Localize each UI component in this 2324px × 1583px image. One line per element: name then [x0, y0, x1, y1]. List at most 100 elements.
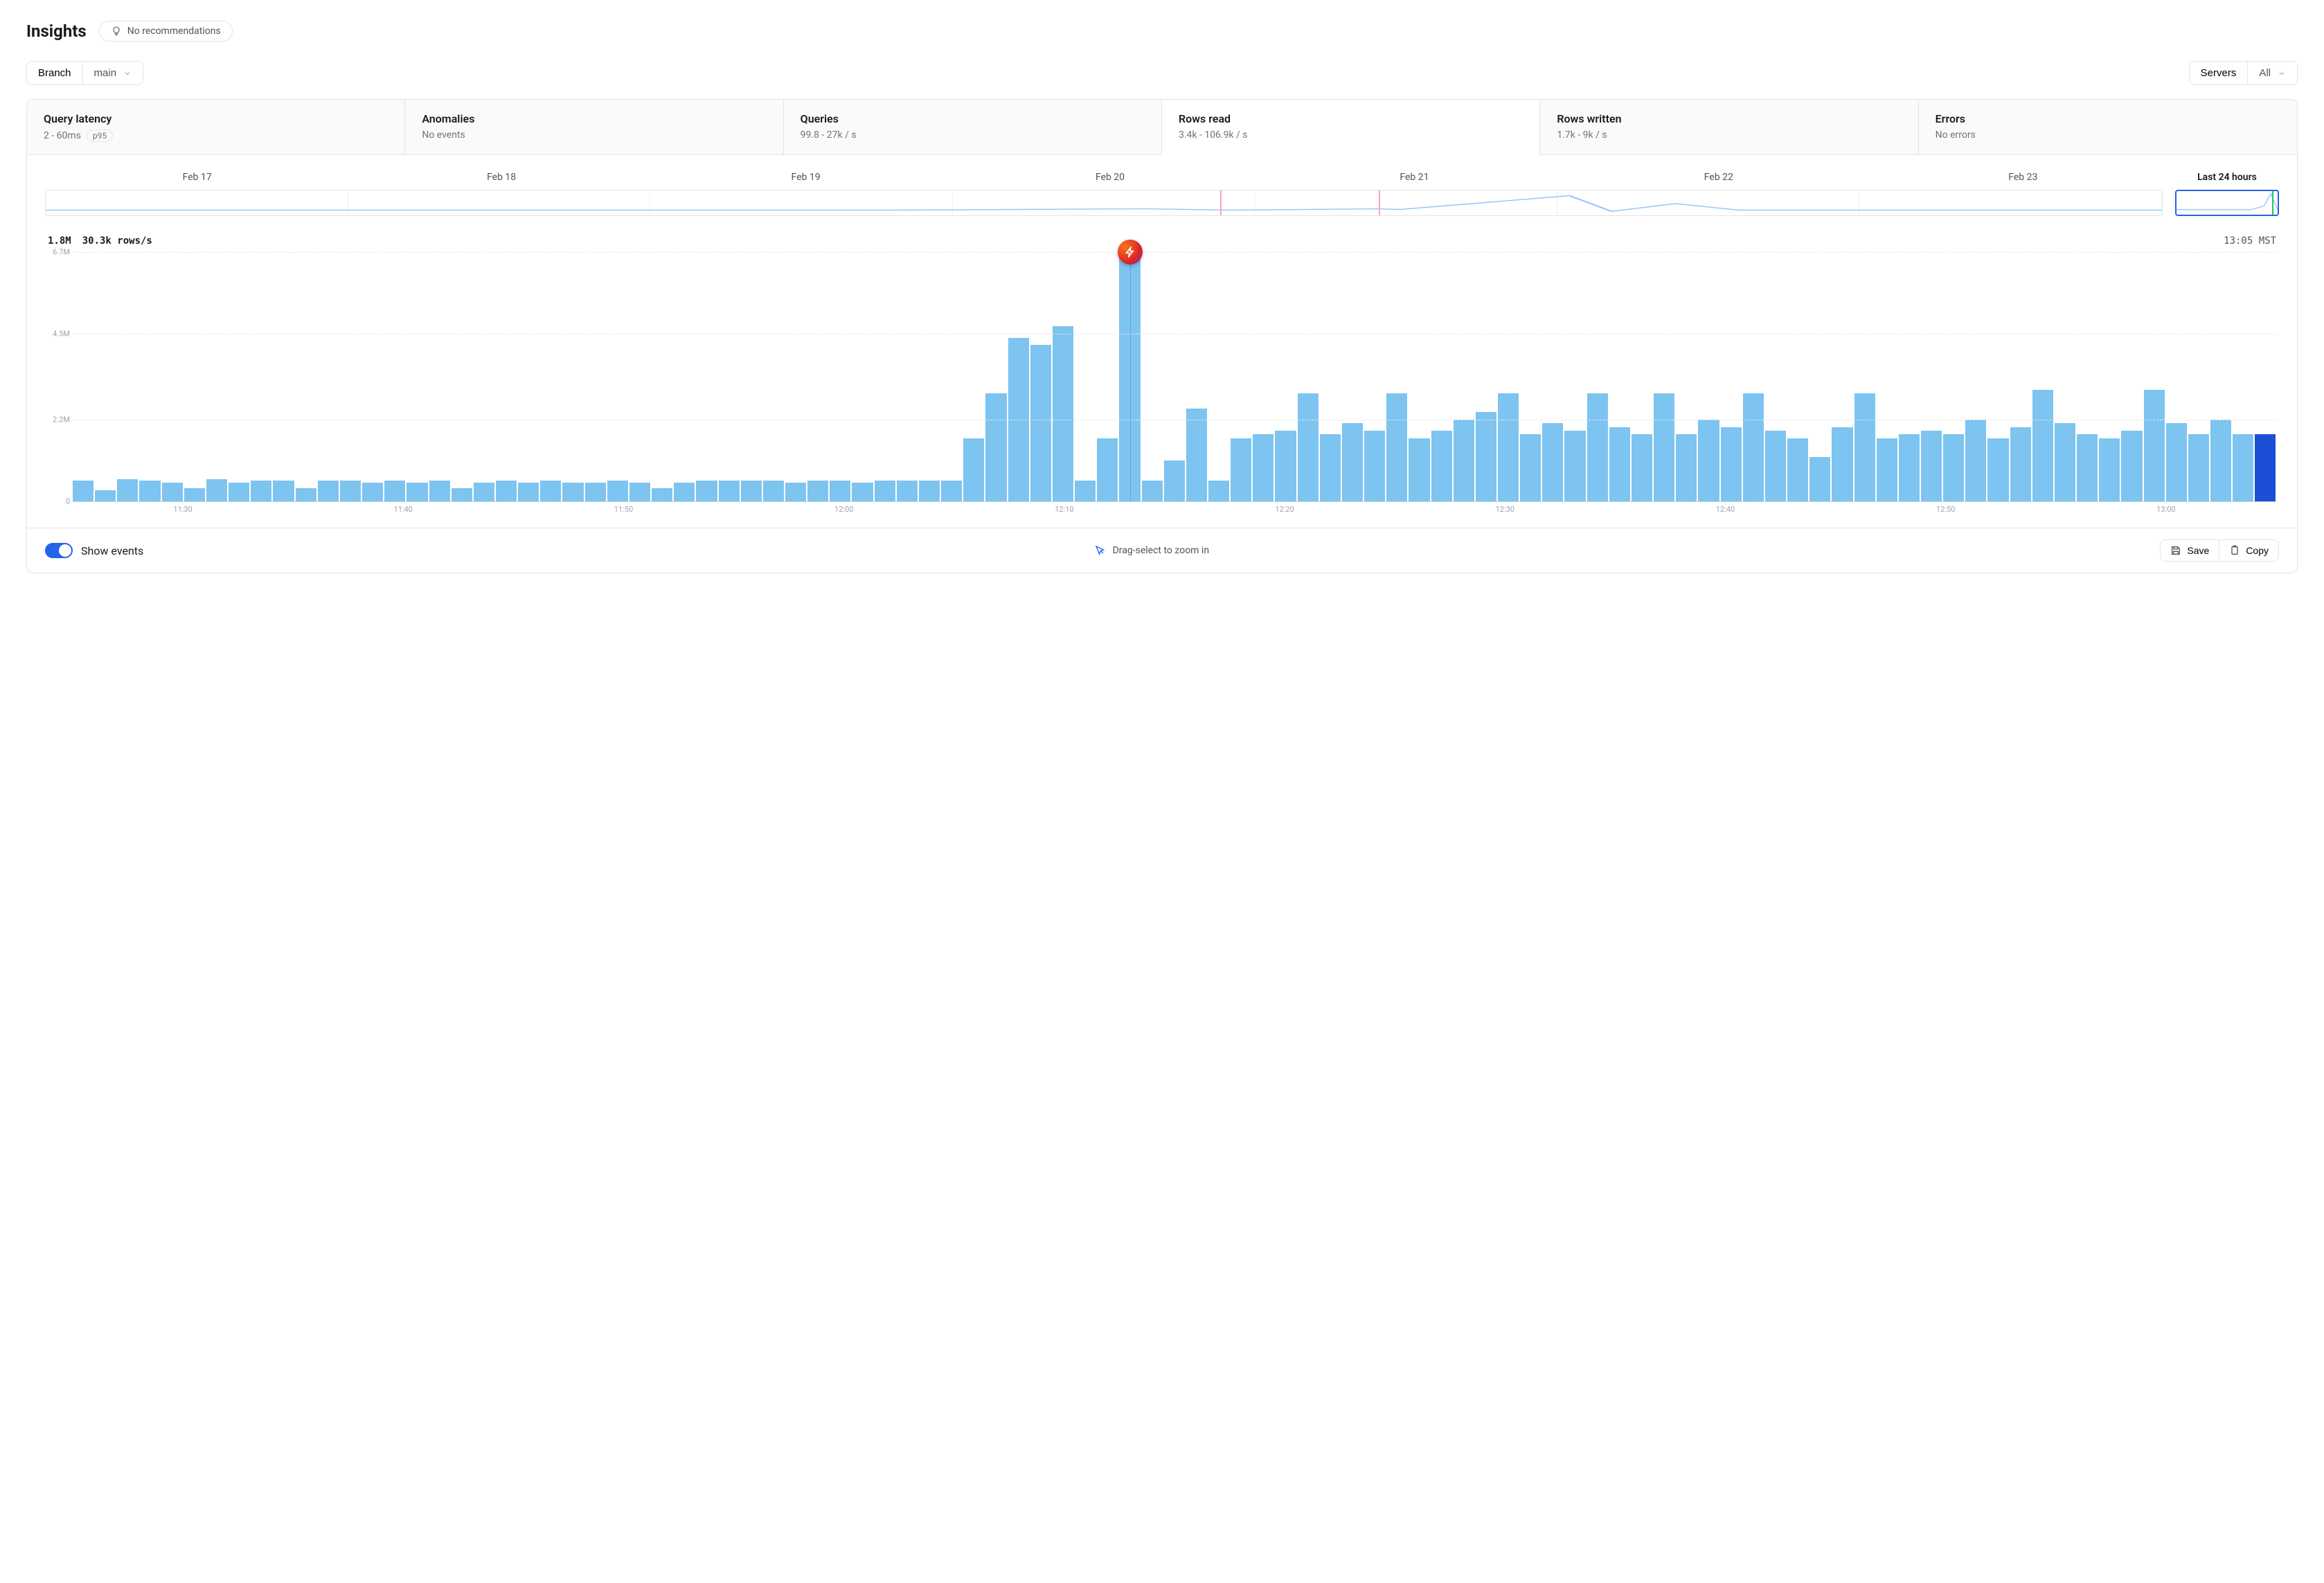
bar [2255, 434, 2276, 501]
bar [1075, 481, 1096, 501]
chevron-down-icon [2278, 69, 2286, 78]
bar [1231, 438, 1251, 501]
date-label[interactable]: Feb 21 [1262, 168, 1566, 187]
servers-label-button[interactable]: Servers [2190, 62, 2248, 84]
date-label[interactable]: Feb 20 [958, 168, 1262, 187]
bar [1275, 431, 1296, 501]
bar [674, 483, 695, 501]
metric-tab-rows-written[interactable]: Rows written1.7k - 9k / s [1540, 100, 1918, 154]
plot-area [73, 252, 2276, 501]
bar [1409, 438, 1429, 501]
overview-selected-range[interactable] [2175, 190, 2279, 216]
bar [1142, 481, 1163, 501]
bar [1520, 434, 1541, 501]
bar [1498, 393, 1519, 501]
y-tick-label: 0 [66, 497, 70, 506]
x-tick-label: 12:50 [1936, 505, 1955, 514]
bar [785, 483, 806, 501]
y-axis: 6.7M4.5M2.2M0 [45, 252, 70, 501]
y-tick-label: 4.5M [53, 330, 70, 339]
date-label[interactable]: Feb 23 [1871, 168, 2175, 187]
metric-title: Query latency [44, 112, 388, 125]
anomaly-marker[interactable] [1118, 240, 1143, 265]
lightning-icon [1125, 247, 1136, 258]
bar [139, 481, 160, 501]
clipboard-icon [2229, 545, 2240, 556]
date-label[interactable]: Feb 17 [45, 168, 349, 187]
bar [1787, 438, 1808, 501]
date-label-active[interactable]: Last 24 hours [2175, 168, 2279, 187]
x-tick-label: 11:40 [394, 505, 413, 514]
bar [1298, 393, 1319, 501]
recommendations-pill[interactable]: No recommendations [99, 21, 233, 42]
servers-value: All [2259, 67, 2271, 79]
copy-button[interactable]: Copy [2219, 539, 2279, 562]
chart-stat-secondary: 30.3k rows/s [82, 235, 152, 247]
branch-value-dropdown[interactable]: main [82, 62, 143, 84]
bar [1609, 427, 1630, 501]
x-tick-label: 12:30 [1496, 505, 1514, 514]
metric-tab-queries[interactable]: Queries99.8 - 27k / s [784, 100, 1162, 154]
y-tick-label: 6.7M [53, 248, 70, 257]
metric-tab-errors[interactable]: ErrorsNo errors [1919, 100, 2297, 154]
metric-tabs: Query latency 2 - 60msp95 AnomaliesNo even… [27, 100, 2297, 155]
metric-tab-rows-read[interactable]: Rows read3.4k - 106.9k / s [1162, 100, 1540, 155]
chart-header: 1.8M 30.3k rows/s 13:05 MST [45, 235, 2279, 252]
insights-panel: Query latency 2 - 60msp95 AnomaliesNo even… [26, 99, 2298, 573]
show-events-toggle[interactable] [45, 543, 73, 558]
date-label[interactable]: Feb 19 [654, 168, 958, 187]
bar [763, 481, 784, 501]
metric-subtitle: 2 - 60msp95 [44, 129, 388, 142]
bar [1877, 438, 1897, 501]
bar [1476, 412, 1496, 501]
date-label[interactable]: Feb 18 [349, 168, 653, 187]
metric-tab-anomalies[interactable]: AnomaliesNo events [405, 100, 783, 154]
bar [2188, 434, 2209, 501]
bar [1386, 393, 1407, 501]
date-label[interactable]: Feb 22 [1566, 168, 1870, 187]
bar [941, 481, 962, 501]
bar [2099, 438, 2120, 501]
page-title: Insights [26, 21, 87, 41]
bar [2121, 431, 2142, 501]
main-chart[interactable]: 6.7M4.5M2.2M0 11:3011:4011:5012:0012:101… [73, 252, 2276, 515]
bar [897, 481, 918, 501]
bar [2077, 434, 2098, 501]
bar [1809, 457, 1830, 501]
bar [1832, 427, 1852, 501]
bar [1542, 423, 1563, 501]
x-axis: 11:3011:4011:5012:0012:1012:2012:3012:40… [73, 501, 2276, 515]
bar [1097, 438, 1118, 501]
bar [273, 481, 294, 501]
bar [1564, 431, 1585, 501]
bar [1164, 460, 1185, 501]
chart-stat-primary: 1.8M [48, 235, 71, 247]
bar [1053, 326, 1073, 501]
bar [1632, 434, 1652, 501]
zoom-hint: Drag-select to zoom in [1113, 545, 1209, 556]
bar [585, 483, 606, 501]
bar [852, 483, 873, 501]
chart-timestamp: 13:05 MST [2224, 235, 2276, 247]
bar [741, 481, 762, 501]
bar [406, 483, 427, 501]
branch-label-button[interactable]: Branch [27, 62, 82, 84]
current-time-marker [2272, 191, 2273, 215]
anomaly-marker-mini [1379, 190, 1380, 215]
bar [518, 483, 539, 501]
gridline [73, 252, 2276, 253]
bar [362, 483, 383, 501]
metric-subtitle: 99.8 - 27k / s [801, 129, 1145, 141]
bar [73, 481, 93, 501]
bar [1342, 423, 1363, 501]
servers-value-dropdown[interactable]: All [2247, 62, 2297, 84]
save-button[interactable]: Save [2160, 539, 2219, 562]
recommendations-label: No recommendations [127, 26, 221, 37]
x-tick-label: 12:20 [1275, 505, 1294, 514]
bar [1854, 393, 1875, 501]
overview-sparkline [46, 190, 2162, 215]
x-tick-label: 12:40 [1716, 505, 1735, 514]
metric-tab-query-latency[interactable]: Query latency 2 - 60msp95 [27, 100, 405, 154]
bar [696, 481, 717, 501]
overview-mini-chart[interactable] [45, 190, 2163, 216]
